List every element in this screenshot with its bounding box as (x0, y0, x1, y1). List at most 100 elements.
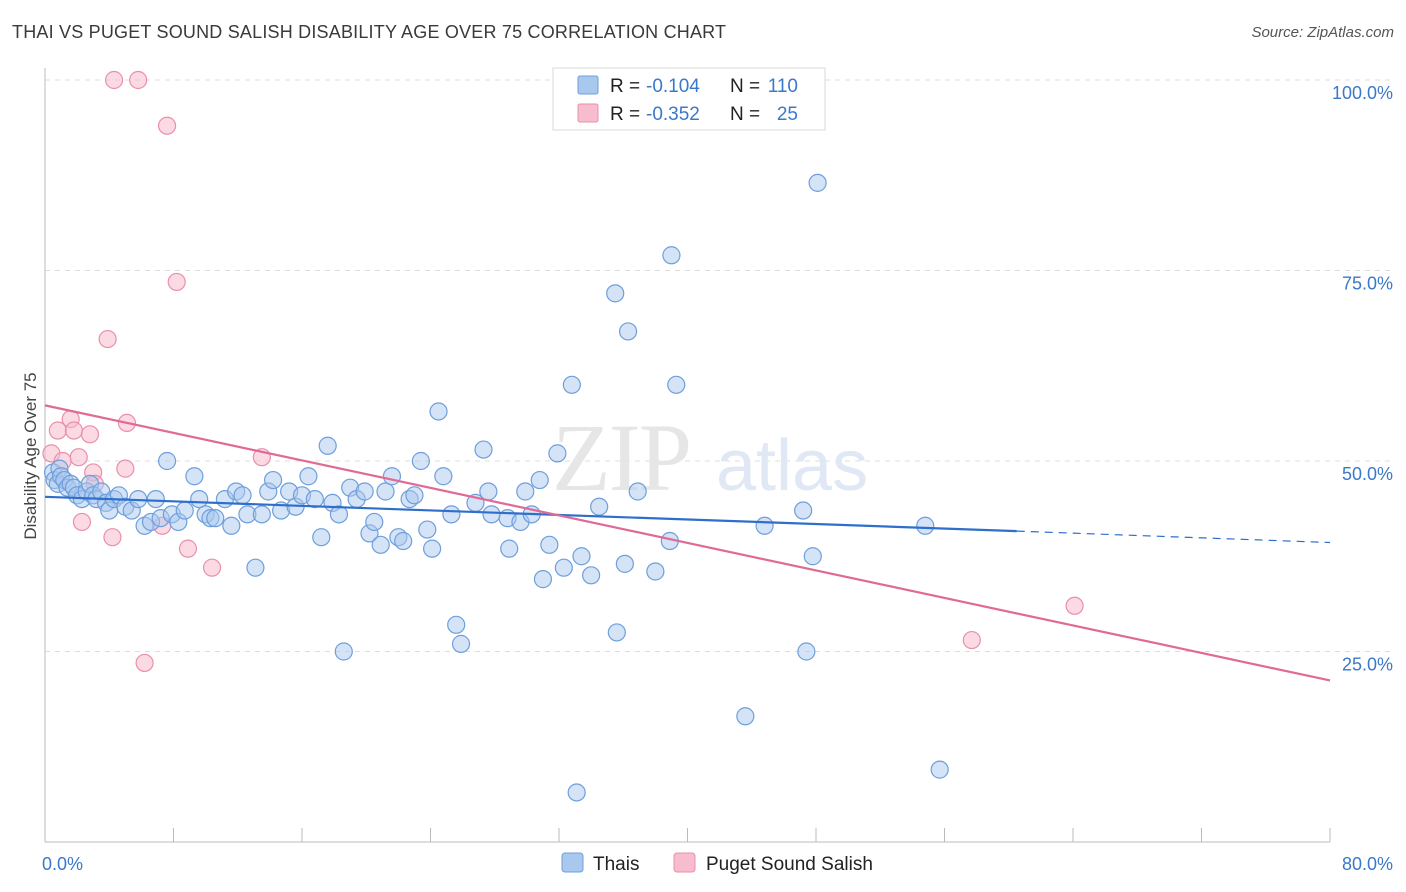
data-point-salish (135, 653, 154, 673)
data-point-thai (246, 558, 265, 577)
data-point-thai (618, 322, 638, 341)
data-point-thai (615, 554, 634, 573)
data-point-thai (590, 497, 609, 516)
data-point-thai (222, 516, 241, 535)
data-point-thai (157, 451, 177, 471)
data-point-thai (808, 173, 827, 192)
data-point-thai (662, 246, 681, 265)
data-point-salish (157, 116, 177, 135)
legend-n-value: 110 (768, 76, 798, 97)
data-point-salish (962, 630, 981, 650)
data-point-thai (562, 375, 581, 394)
data-point-thai (405, 486, 424, 505)
data-point-thai (299, 467, 318, 486)
data-point-thai (376, 482, 395, 501)
data-point-thai (548, 444, 567, 463)
data-point-thai (312, 528, 331, 547)
data-point-thai (479, 482, 498, 501)
data-point-thai (334, 642, 353, 661)
trend-line-thais (44, 495, 1017, 533)
data-point-salish (202, 558, 222, 577)
data-point-thai (447, 615, 466, 634)
source-credit: Source: ZipAtlas.com (1251, 24, 1394, 41)
legend-swatch-salish (577, 103, 599, 123)
data-point-thai (394, 531, 413, 551)
data-point-thai (382, 467, 402, 486)
data-point-thai (755, 516, 774, 535)
data-point-salish (103, 528, 122, 547)
legend: R = -0.104 N = 110 R = -0.352 N = 25 (552, 67, 826, 131)
data-point-thai (794, 501, 813, 520)
data-point-thai (365, 512, 384, 532)
data-point-thai (423, 539, 442, 558)
data-point-thai (252, 505, 271, 524)
data-point-thai (329, 505, 349, 524)
data-point-thai (736, 707, 755, 726)
data-point-thai (530, 470, 549, 490)
data-point-thai (628, 482, 647, 501)
watermark-atlas: atlas (716, 426, 868, 506)
y-tick-label: 100.0% (1332, 83, 1393, 103)
data-point-thai (607, 623, 626, 642)
data-point-salish (72, 512, 92, 532)
data-point-thai (175, 501, 194, 520)
data-point-thai (429, 402, 448, 421)
data-point-thai (500, 539, 519, 558)
legend-n-label: N = (730, 76, 760, 97)
data-point-thai (667, 375, 686, 394)
data-point-thai (451, 634, 471, 653)
tick-labels: 25.0% 50.0% 75.0% 100.0% 0.0% 80.0% (42, 83, 1393, 874)
data-point-thai (533, 570, 553, 589)
data-point-salish (104, 70, 124, 90)
data-point-thai (916, 516, 935, 535)
bottom-legend-label-thais: Thais (593, 854, 639, 875)
y-tick-label: 50.0% (1342, 464, 1393, 484)
data-point-thai (185, 467, 204, 486)
data-point-thai (930, 760, 949, 779)
legend-r-label: R = (610, 104, 640, 125)
data-point-thai (803, 547, 822, 566)
chart-title: THAI VS PUGET SOUND SALISH DISABILITY AG… (12, 22, 727, 42)
trend-line-thais-extension (1016, 530, 1331, 544)
data-point-salish (167, 272, 186, 292)
data-point-thai (355, 482, 374, 501)
data-point-thai (434, 467, 453, 486)
data-point-thai (318, 436, 337, 455)
data-point-thai (305, 490, 324, 509)
legend-n-value: 25 (777, 104, 798, 125)
y-tick-label: 25.0% (1342, 655, 1393, 675)
data-point-thai (263, 470, 283, 490)
data-point-thai (646, 562, 665, 581)
data-point-salish (80, 425, 100, 444)
y-axis-label: Disability Age Over 75 (21, 372, 40, 539)
data-point-salish (129, 70, 148, 90)
bottom-legend-label-salish: Puget Sound Salish (706, 854, 873, 875)
data-point-thai (572, 547, 591, 566)
legend-r-value: -0.104 (646, 76, 700, 97)
data-point-thai (797, 642, 816, 661)
legend-swatch-thais (577, 75, 599, 95)
data-point-salish (116, 459, 135, 478)
data-point-salish (178, 539, 198, 558)
data-point-salish (1065, 596, 1084, 615)
legend-r-label: R = (610, 76, 640, 97)
watermark-zip: ZIP (552, 404, 690, 511)
data-point-thai (540, 535, 559, 554)
trend-lines (44, 404, 1331, 682)
bottom-legend-swatch-salish (673, 852, 696, 873)
bottom-legend: Thais Puget Sound Salish (561, 852, 873, 875)
data-point-thai (146, 490, 165, 509)
data-point-thai (411, 451, 430, 471)
data-point-thai (233, 486, 252, 505)
watermark: ZIP atlas (552, 404, 868, 511)
series-puget-sound-salish (42, 70, 1084, 673)
data-point-thai (190, 490, 209, 509)
data-point-thai (554, 558, 573, 577)
data-point-thai (482, 505, 501, 524)
data-point-thai (567, 783, 586, 802)
data-point-salish (98, 329, 117, 349)
data-point-thai (606, 284, 625, 303)
legend-n-label: N = (730, 104, 760, 125)
data-point-salish (69, 448, 88, 467)
data-point-thai (474, 440, 493, 459)
